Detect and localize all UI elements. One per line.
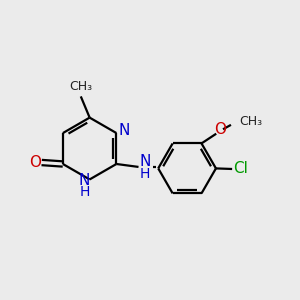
- Text: Cl: Cl: [233, 161, 248, 176]
- Text: O: O: [214, 122, 226, 137]
- Text: CH₃: CH₃: [239, 115, 262, 128]
- Text: H: H: [79, 185, 89, 199]
- Text: H: H: [140, 167, 151, 181]
- Text: N: N: [118, 123, 130, 138]
- Text: CH₃: CH₃: [69, 80, 92, 93]
- Text: O: O: [29, 155, 41, 170]
- Text: N: N: [140, 154, 151, 169]
- Text: N: N: [79, 173, 90, 188]
